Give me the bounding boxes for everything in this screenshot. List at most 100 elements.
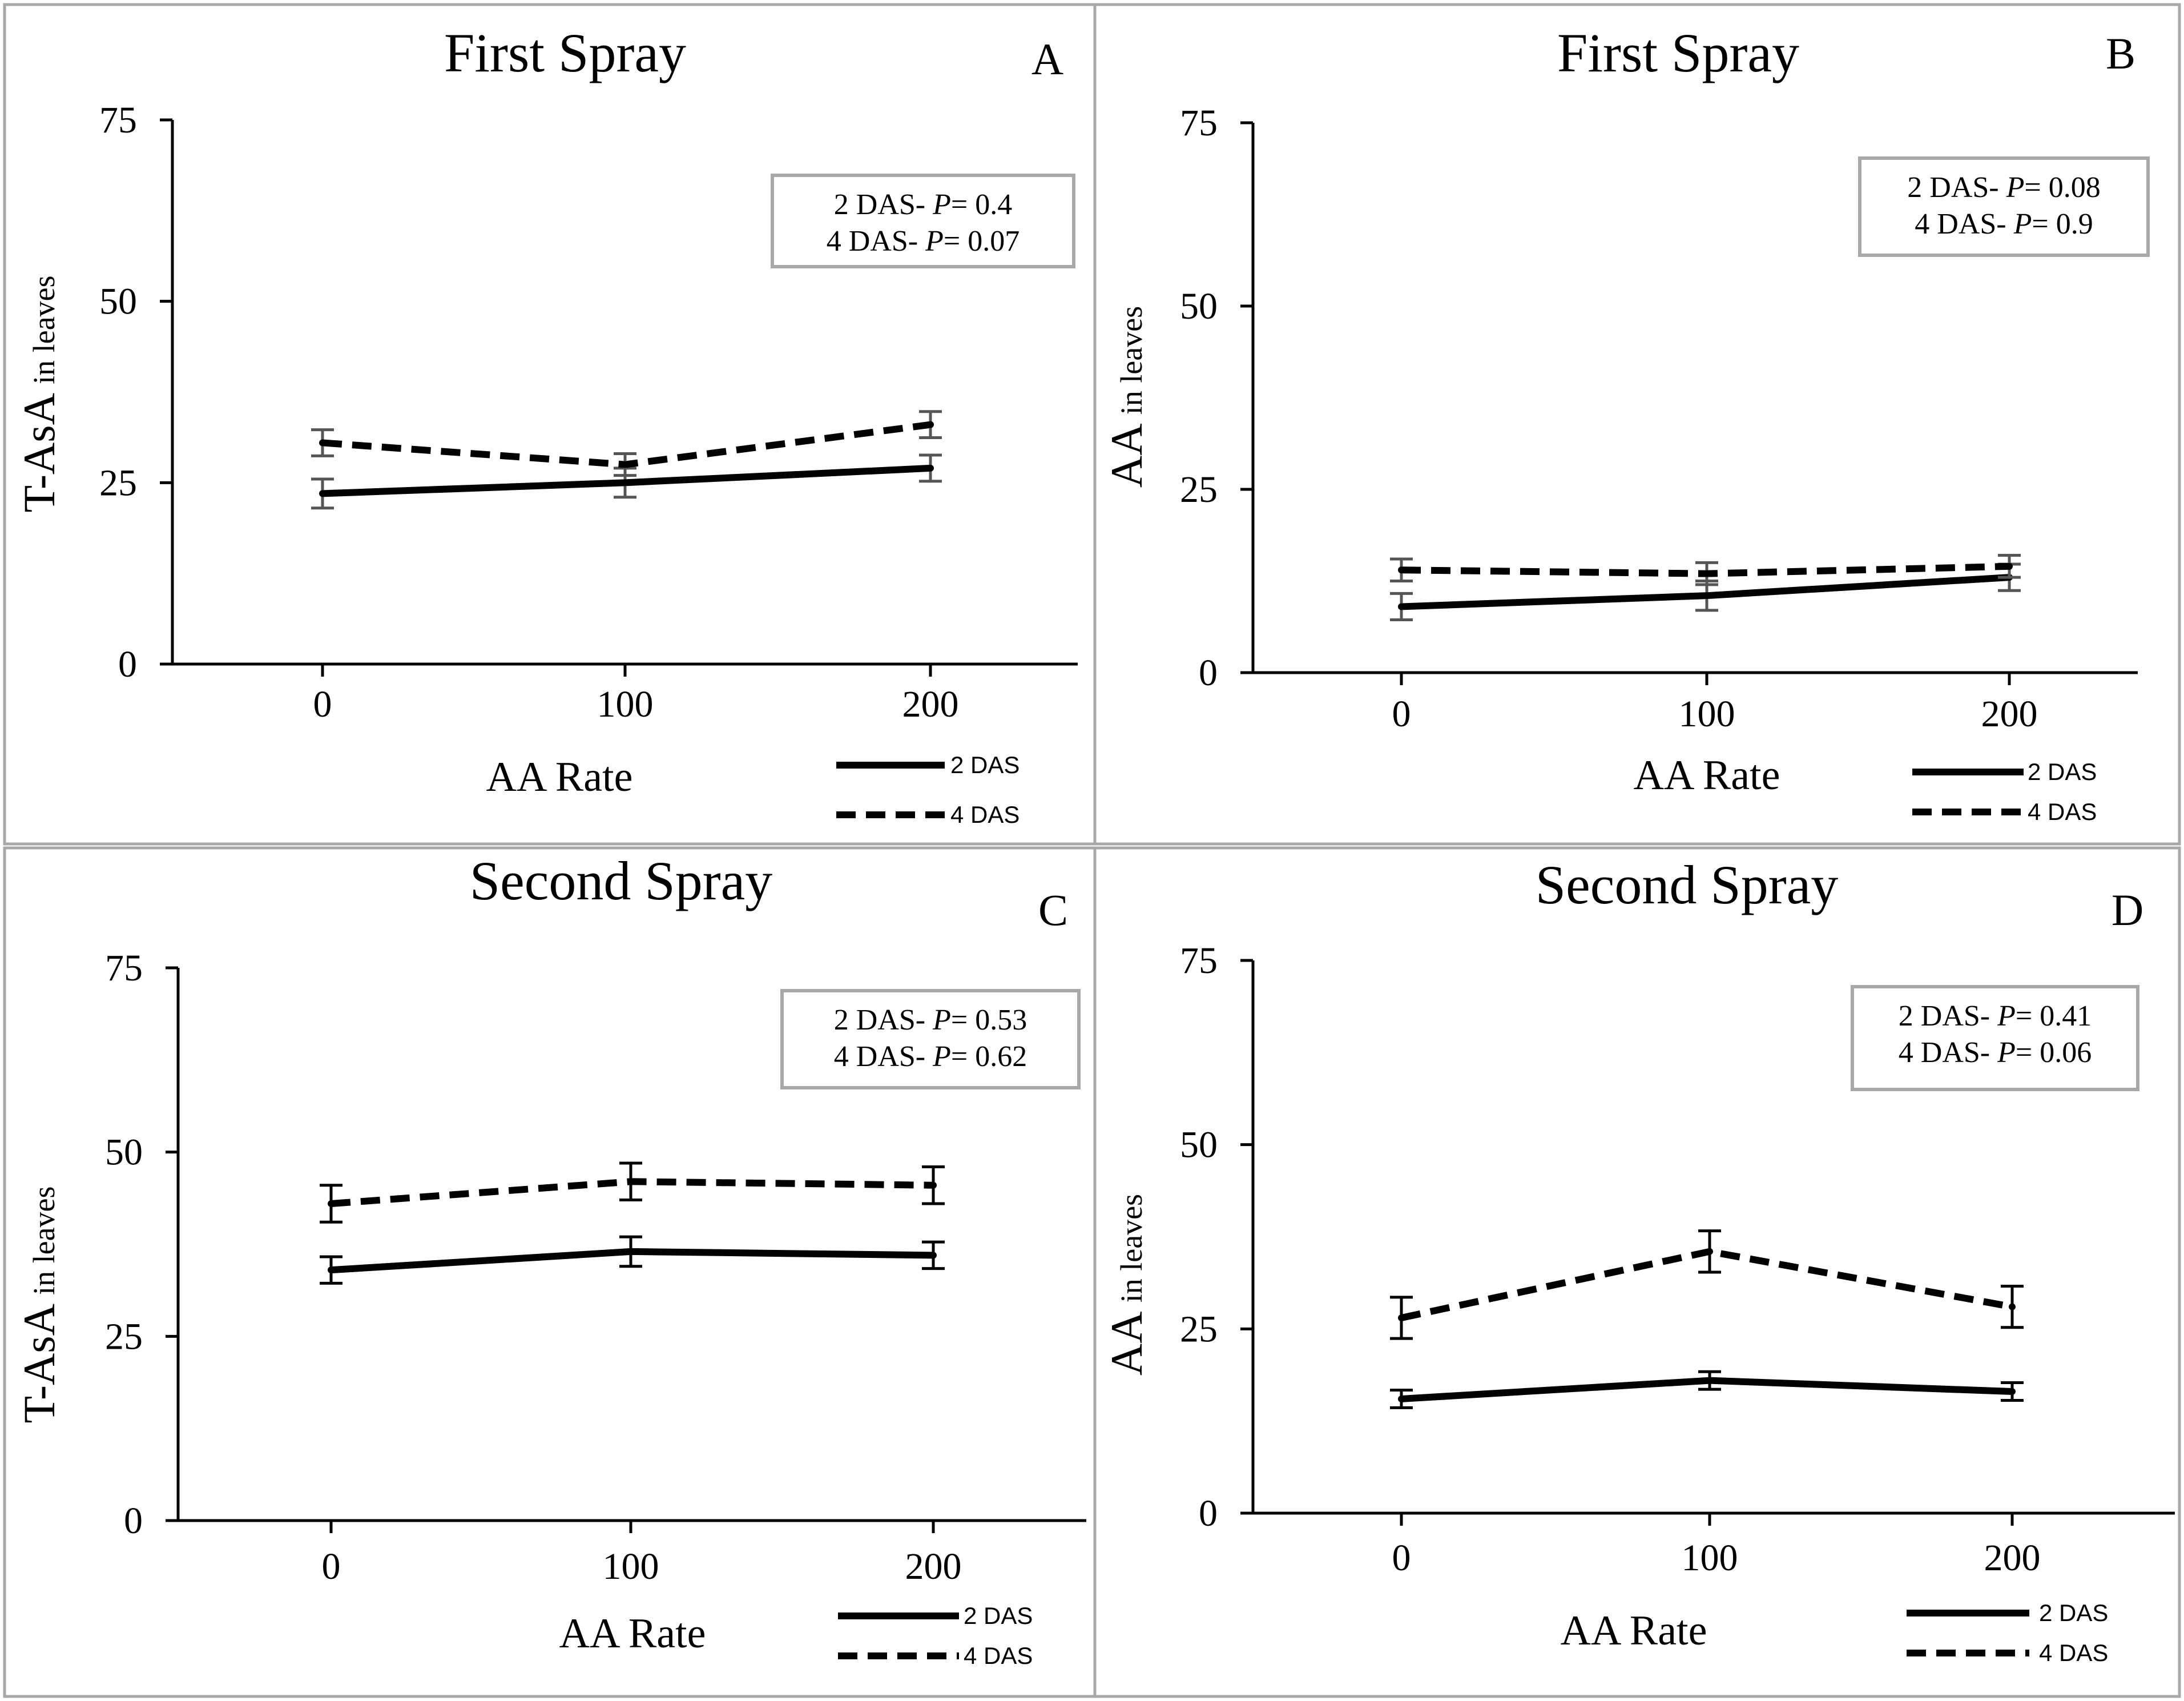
panel-border (1093, 3, 2181, 846)
stats-line: 4 DAS- P= 0.07 (827, 225, 1020, 258)
stats-p-value: = 0.08 (2024, 171, 2100, 204)
stats-line: 4 DAS- P= 0.62 (834, 1040, 1027, 1073)
data-point (1398, 1314, 1405, 1321)
x-tick-label: 100 (1679, 693, 1735, 735)
stats-label: 2 DAS- (834, 1004, 933, 1036)
stats-p-symbol: P (932, 1004, 951, 1036)
stats-label: 4 DAS- (827, 225, 925, 258)
x-tick-label: 200 (902, 683, 959, 725)
data-point (2009, 1303, 2016, 1310)
stats-p-value: = 0.9 (2032, 208, 2093, 240)
x-tick-label: 200 (1984, 1537, 2041, 1579)
y-axis-label-main: AA (1102, 1302, 1151, 1376)
y-tick-label: 25 (105, 1316, 143, 1357)
legend-label: 4 DAS (2039, 1639, 2108, 1666)
stats-label: 4 DAS- (834, 1040, 933, 1073)
x-tick-label: 100 (1682, 1537, 1738, 1579)
y-axis-label: T-AsA in leaves (14, 275, 64, 512)
y-axis-label-sub: in leaves (27, 275, 61, 384)
data-point (2009, 1388, 2016, 1396)
x-tick-label: 100 (603, 1546, 659, 1587)
stats-label: 4 DAS- (1899, 1036, 1997, 1069)
stats-line: 4 DAS- P= 0.06 (1899, 1036, 2092, 1069)
stats-line: 2 DAS- P= 0.4 (834, 188, 1012, 221)
data-point (627, 1178, 634, 1185)
y-tick-label: 50 (1180, 1124, 1218, 1166)
y-tick-label: 0 (1199, 652, 1218, 694)
panel-letter: B (2106, 29, 2135, 78)
chart-title: First Spray (1557, 22, 1799, 83)
chart-panel-b: First Spray B 0 25 50 75 0 100 200 AA Rate AA in l… (1093, 3, 2181, 846)
stats-p-symbol: P (2013, 208, 2032, 240)
y-tick-label: 0 (118, 644, 137, 685)
data-point (622, 461, 628, 468)
stats-line: 2 DAS- P= 0.08 (1907, 171, 2100, 204)
stats-p-value: = 0.4 (951, 188, 1012, 221)
data-point (1398, 566, 1405, 574)
x-tick-label: 0 (322, 1546, 341, 1587)
data-point (319, 439, 326, 447)
stats-p-value: = 0.62 (951, 1040, 1027, 1073)
y-tick-label: 50 (99, 281, 137, 323)
legend-label: 4 DAS (964, 1642, 1033, 1669)
y-axis-label-main: T-AsA (14, 384, 64, 513)
y-tick-label: 75 (105, 947, 143, 989)
data-point (1706, 1248, 1713, 1255)
stats-box (1858, 156, 2150, 257)
data-point (927, 421, 934, 428)
panel-letter: C (1038, 885, 1068, 935)
stats-box (1851, 985, 2139, 1091)
y-tick-label: 25 (1180, 469, 1218, 510)
legend-label: 2 DAS (2039, 1599, 2108, 1626)
data-point (319, 490, 326, 497)
x-tick-label: 200 (1981, 693, 2038, 735)
y-tick-label: 0 (1199, 1493, 1218, 1534)
chart-title: Second Spray (470, 850, 773, 911)
data-point (622, 479, 628, 486)
data-point (930, 1181, 937, 1189)
stats-line: 2 DAS- P= 0.41 (1899, 1000, 2092, 1032)
data-point (2006, 562, 2013, 570)
y-tick-label: 75 (1180, 102, 1218, 144)
x-tick-label: 200 (905, 1546, 962, 1587)
y-tick-label: 50 (1180, 285, 1218, 327)
y-axis-label: AA in leaves (1102, 306, 1151, 488)
stats-label: 2 DAS- (834, 188, 933, 221)
data-point (930, 1252, 937, 1259)
y-tick-label: 75 (1180, 940, 1218, 982)
chart-title: Second Spray (1536, 854, 1839, 915)
y-axis-label-main: AA (1102, 415, 1151, 488)
legend-label: 2 DAS (950, 751, 1020, 778)
panel-letter: D (2112, 885, 2143, 935)
data-point (927, 464, 934, 472)
x-tick-label: 0 (1392, 1537, 1411, 1579)
data-point (1398, 603, 1405, 610)
stats-label: 2 DAS- (1899, 1000, 1997, 1032)
stats-line: 2 DAS- P= 0.53 (834, 1004, 1027, 1036)
y-tick-label: 25 (99, 462, 137, 504)
y-tick-label: 50 (105, 1132, 143, 1173)
y-tick-label: 0 (124, 1500, 143, 1542)
stats-p-symbol: P (1997, 1000, 2016, 1032)
y-axis-label-main: T-AsA (14, 1295, 64, 1423)
data-point (328, 1266, 335, 1274)
data-point (1703, 592, 1710, 600)
data-point (328, 1200, 335, 1208)
y-axis-label: AA in leaves (1102, 1194, 1151, 1376)
legend-label: 2 DAS (2028, 758, 2097, 785)
stats-p-symbol: P (1997, 1036, 2016, 1069)
x-tick-label: 100 (597, 683, 654, 725)
panel-letter: A (1031, 34, 1063, 84)
chart-panel-d: Second Spray D 0 25 50 75 0 100 200 AA Rate AA in … (1093, 846, 2181, 1698)
y-axis-label-sub: in leaves (1114, 306, 1149, 415)
stats-box (780, 989, 1081, 1089)
y-axis-label-sub: in leaves (27, 1186, 61, 1294)
panel-border (1093, 846, 2181, 1698)
stats-line: 4 DAS- P= 0.9 (1915, 208, 2093, 240)
stats-label: 2 DAS- (1907, 171, 2006, 204)
stats-p-value: = 0.07 (944, 225, 1020, 258)
y-tick-label: 25 (1180, 1308, 1218, 1350)
legend-label: 4 DAS (2028, 798, 2097, 825)
stats-label: 4 DAS- (1915, 208, 2013, 240)
